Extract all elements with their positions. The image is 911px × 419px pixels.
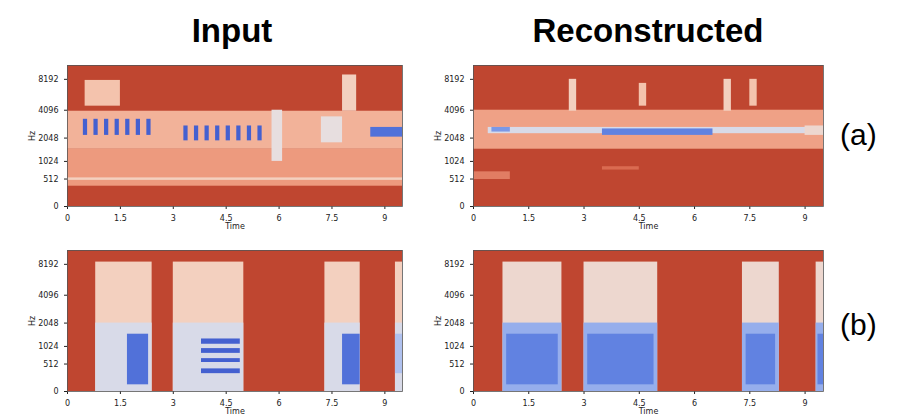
svg-text:0: 0: [65, 399, 70, 408]
svg-text:0: 0: [459, 202, 464, 211]
svg-text:9: 9: [803, 399, 808, 408]
svg-text:8192: 8192: [444, 260, 464, 269]
svg-text:6: 6: [692, 214, 697, 223]
html-text:Input: Input: [191, 12, 273, 49]
svg-text:1.5: 1.5: [114, 214, 127, 223]
svg-text:Time: Time: [224, 407, 245, 416]
svg-text:3: 3: [581, 399, 586, 408]
svg-text:3: 3: [171, 214, 176, 223]
svg-text:9: 9: [803, 214, 808, 223]
svg-text:6: 6: [277, 214, 282, 223]
svg-text:8192: 8192: [38, 75, 58, 84]
svg-text:512: 512: [43, 175, 58, 184]
svg-text:1024: 1024: [444, 157, 464, 166]
svg-text:0: 0: [471, 214, 476, 223]
svg-text:6: 6: [692, 399, 697, 408]
svg-text:7.5: 7.5: [326, 214, 339, 223]
svg-text:Hz: Hz: [434, 131, 443, 141]
svg-text:0: 0: [65, 214, 70, 223]
svg-text:1024: 1024: [38, 157, 58, 166]
svg-text:Time: Time: [638, 407, 659, 416]
svg-text:0: 0: [53, 387, 58, 396]
svg-text:Hz: Hz: [28, 131, 37, 141]
svg-text:2048: 2048: [444, 134, 464, 143]
svg-text:2048: 2048: [444, 319, 464, 328]
svg-text:0: 0: [459, 387, 464, 396]
svg-text:3: 3: [171, 399, 176, 408]
svg-text:0: 0: [53, 202, 58, 211]
svg-text:1.5: 1.5: [522, 399, 535, 408]
svg-text:Time: Time: [638, 222, 659, 231]
svg-text:4096: 4096: [444, 106, 464, 115]
svg-text:7.5: 7.5: [326, 399, 339, 408]
svg-text:4.5: 4.5: [219, 214, 233, 224]
svg-text:1.5: 1.5: [522, 214, 535, 223]
html-text:(a): (a): [840, 118, 877, 151]
svg-text:7.5: 7.5: [743, 399, 756, 408]
svg-text:8192: 8192: [444, 75, 464, 84]
svg-text:4.5: 4.5: [219, 399, 233, 409]
svg-text:Hz: Hz: [434, 316, 443, 326]
svg-text:9: 9: [382, 399, 387, 408]
svg-text:9: 9: [382, 214, 387, 223]
svg-text:4.5: 4.5: [632, 399, 646, 409]
svg-text:1024: 1024: [444, 342, 464, 351]
svg-text:1.5: 1.5: [114, 399, 127, 408]
svg-text:2048: 2048: [38, 319, 58, 328]
svg-text:4096: 4096: [38, 106, 58, 115]
svg-text:4096: 4096: [444, 291, 464, 300]
svg-text:1024: 1024: [38, 342, 58, 351]
svg-text:8192: 8192: [38, 260, 58, 269]
html-text:Reconstructed: Reconstructed: [532, 12, 764, 49]
svg-text:4096: 4096: [38, 291, 58, 300]
svg-text:Time: Time: [224, 222, 245, 231]
svg-text:4.5: 4.5: [632, 214, 646, 224]
svg-text:Hz: Hz: [28, 316, 37, 326]
svg-text:3: 3: [581, 214, 586, 223]
html-text:(b): (b): [840, 308, 877, 341]
svg-text:2048: 2048: [38, 134, 58, 143]
svg-text:0: 0: [471, 399, 476, 408]
svg-text:512: 512: [449, 360, 464, 369]
svg-text:7.5: 7.5: [743, 214, 756, 223]
svg-text:512: 512: [43, 360, 58, 369]
svg-text:512: 512: [449, 175, 464, 184]
svg-text:6: 6: [277, 399, 282, 408]
